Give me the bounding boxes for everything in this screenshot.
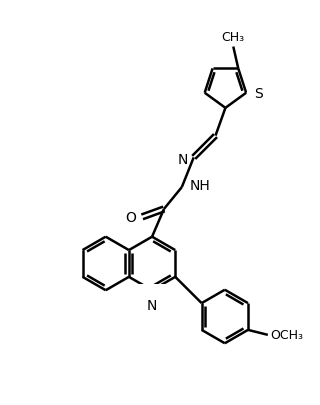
Text: N: N (147, 298, 157, 312)
Text: NH: NH (190, 179, 211, 193)
Text: OCH₃: OCH₃ (270, 328, 303, 341)
Text: CH₃: CH₃ (222, 30, 245, 43)
Text: O: O (125, 210, 136, 224)
Text: S: S (254, 87, 263, 100)
Text: N: N (177, 153, 188, 167)
